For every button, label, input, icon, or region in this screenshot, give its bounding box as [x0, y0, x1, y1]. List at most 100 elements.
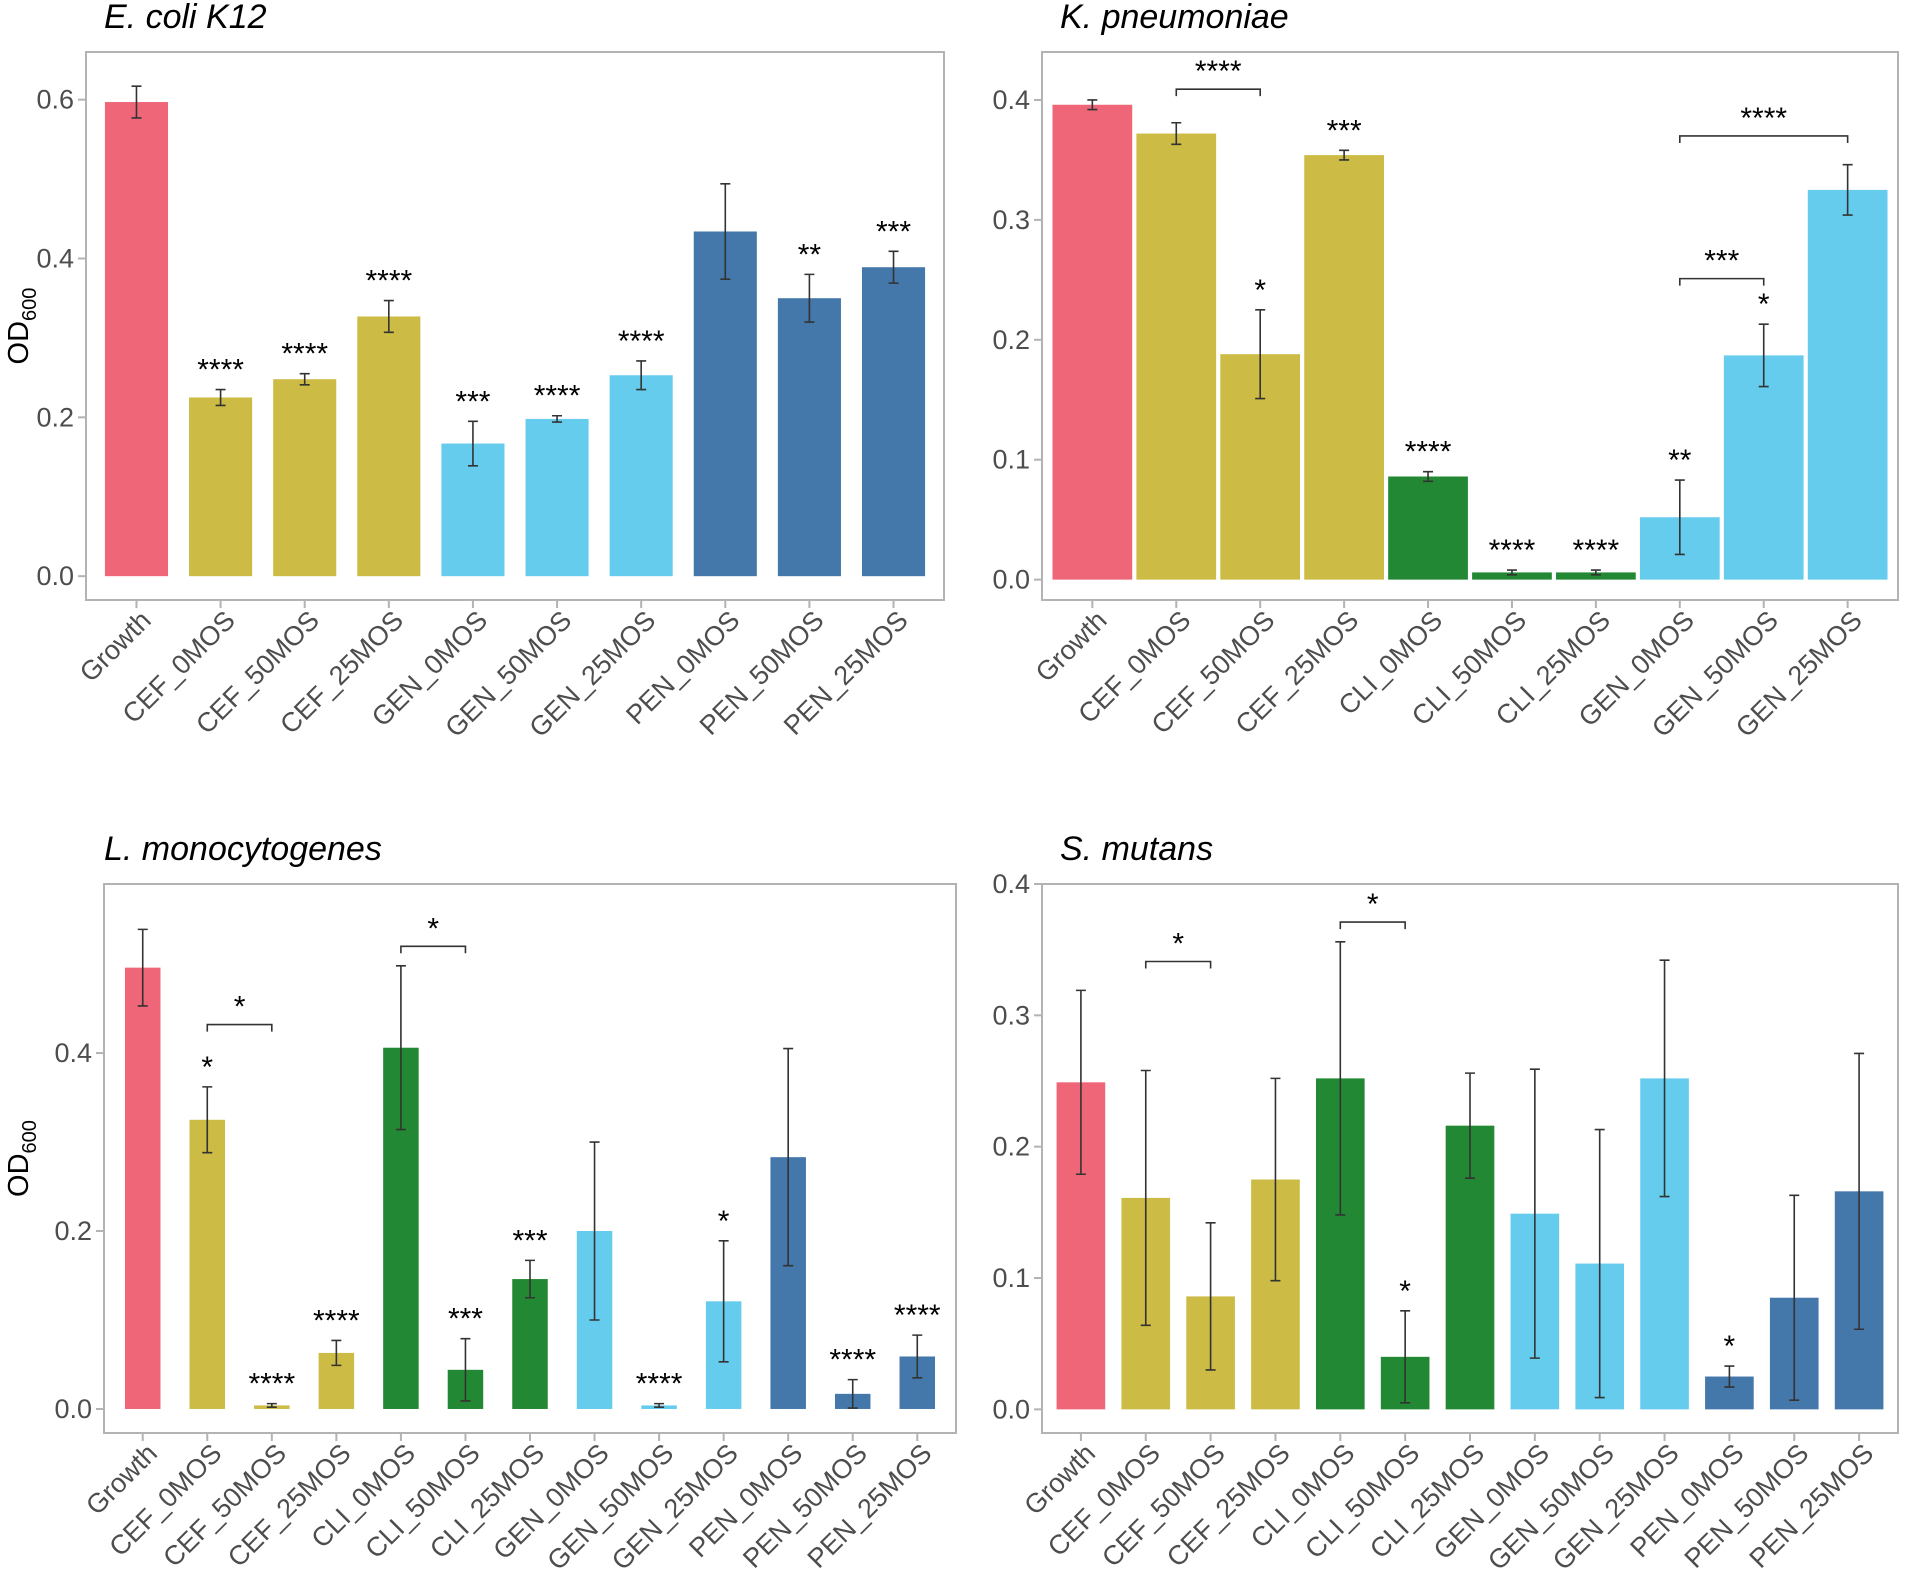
error-bar [1506, 569, 1517, 576]
significance-label: *** [1327, 114, 1362, 147]
comparison-bracket [1679, 277, 1765, 286]
bar-PEN_50MOS [777, 298, 841, 577]
y-tick-label: 0.2 [36, 402, 74, 432]
significance-label: *** [512, 1224, 547, 1257]
bracket-label: * [234, 991, 246, 1024]
significance-label: **** [894, 1299, 941, 1332]
comparison-bracket [400, 945, 467, 954]
y-tick-label: 0.0 [36, 561, 74, 591]
error-bar [888, 250, 899, 284]
y-tick-label: 0.3 [992, 1000, 1030, 1030]
plot-frame [1041, 51, 1899, 601]
significance-label: **** [281, 338, 328, 371]
y-axis-title: OD600 [3, 288, 41, 365]
significance-label: *** [448, 1303, 483, 1336]
error-bar [847, 1378, 858, 1409]
bar-CLI_50MOS [1472, 572, 1552, 580]
bar-PEN_25MOS [861, 267, 926, 577]
error-bar [1205, 1222, 1216, 1371]
significance-label: **** [1573, 534, 1620, 567]
error-bar [1789, 1194, 1800, 1401]
comparison-bracket [1679, 135, 1849, 143]
error-bar [1758, 323, 1769, 388]
significance-label: ** [798, 238, 822, 271]
bar-Growth [104, 102, 169, 577]
significance-label: * [1254, 274, 1266, 307]
bar-Growth [1052, 104, 1133, 580]
plot-area-smutans: 0.00.10.20.30.4GrowthCEF_0MOSCEF_50MOSCE… [992, 869, 1899, 1576]
panel-lmono: L. monocytogenes OD600 0.00.20.4Growth*C… [3, 830, 957, 1576]
error-bar [552, 414, 563, 423]
y-tick-label: 0.4 [54, 1038, 92, 1068]
error-bar [1529, 1068, 1540, 1359]
error-bar [1465, 1072, 1475, 1179]
y-tick-label: 0.2 [992, 325, 1030, 355]
error-bar [383, 299, 394, 334]
error-bar [395, 965, 406, 1131]
bar-CLI_25MOS [1556, 572, 1636, 580]
error-bar [1423, 470, 1434, 483]
error-bar [266, 1402, 277, 1408]
significance-label: **** [636, 1368, 683, 1401]
y-axis-title-subscript: 600 [19, 288, 41, 321]
error-bar [299, 372, 310, 386]
significance-label: *** [455, 385, 490, 418]
error-bar [1075, 989, 1086, 1176]
error-bar [1171, 121, 1182, 146]
error-bar [1255, 309, 1266, 400]
plot-area-kpneu: 0.00.10.20.30.4GrowthCEF_0MOS*CEF_50MOS*… [992, 51, 1899, 743]
significance-label: **** [618, 325, 665, 358]
y-axis-title-subscript: 600 [19, 1120, 41, 1153]
bar-CEF_0MOS [189, 1119, 226, 1409]
error-bar [1335, 940, 1346, 1216]
significance-label: **** [534, 380, 581, 413]
error-bar [720, 183, 731, 280]
x-tick-label: Growth [1030, 605, 1113, 688]
comparison-bracket [1144, 960, 1212, 969]
error-bar [137, 928, 148, 1007]
error-bar [912, 1334, 923, 1379]
panel-kpneu: K. pneumoniae 0.00.10.20.30.4GrowthCEF_0… [992, 0, 1899, 743]
comparison-bracket [1339, 921, 1406, 930]
y-tick-label: 0.4 [36, 243, 74, 273]
significance-label: **** [829, 1344, 876, 1377]
bar-CLI_25MOS [512, 1279, 548, 1409]
bar-GEN_25MOS [1807, 189, 1888, 580]
comparison-bracket [1175, 88, 1261, 97]
significance-label: **** [248, 1368, 295, 1401]
y-tick-label: 0.0 [54, 1394, 92, 1424]
bar-CLI_0MOS [1388, 476, 1468, 580]
error-bar [1590, 569, 1601, 576]
error-bar [331, 1339, 342, 1367]
bar-GEN_50MOS [525, 418, 589, 577]
significance-label: *** [876, 215, 911, 248]
y-tick-label: 0.0 [992, 565, 1030, 595]
error-bar [1140, 1069, 1151, 1327]
error-bar [467, 420, 478, 467]
error-bar [783, 1047, 794, 1267]
bar-Growth [124, 967, 161, 1409]
error-bar [589, 1141, 600, 1321]
significance-label: * [718, 1205, 730, 1238]
y-tick-label: 0.3 [992, 205, 1030, 235]
bar-GEN_25MOS [609, 375, 673, 577]
significance-label: * [201, 1051, 213, 1084]
significance-label: **** [1489, 534, 1536, 567]
significance-label: **** [365, 265, 412, 298]
y-tick-label: 0.4 [992, 85, 1030, 115]
significance-label: * [1399, 1275, 1411, 1308]
bar-CEF_25MOS [1304, 155, 1384, 580]
plot-area-lmono: 0.00.20.4Growth*CEF_0MOS****CEF_50MOS***… [54, 883, 957, 1576]
error-bar [131, 85, 142, 119]
bar-GEN_50MOS [1723, 355, 1804, 580]
error-bar [1854, 1052, 1865, 1331]
error-bar [718, 1240, 729, 1363]
error-bar [1400, 1310, 1411, 1404]
error-bar [1724, 1365, 1735, 1388]
y-tick-label: 0.1 [992, 445, 1030, 475]
bar-CEF_25MOS [357, 316, 421, 577]
significance-label: ** [1668, 444, 1692, 477]
error-bar [1339, 149, 1350, 161]
significance-label: **** [197, 354, 244, 387]
